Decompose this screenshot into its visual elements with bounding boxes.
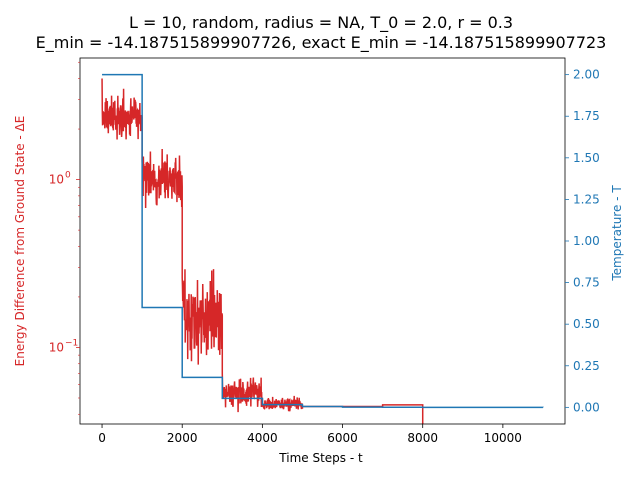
plot-frame xyxy=(79,57,566,425)
right-tick-label: 1.50 xyxy=(573,151,600,165)
right-tick-label: 0.50 xyxy=(573,317,600,331)
right-tick-label: 0.25 xyxy=(573,359,600,373)
right-tick-label: 0.75 xyxy=(573,276,600,290)
x-tick-label: 2000 xyxy=(167,431,198,445)
left-tick-label: 10 xyxy=(49,340,64,354)
left-axis-label: Energy Difference from Ground State - ΔE xyxy=(13,116,27,367)
left-tick-exponent: 0 xyxy=(65,171,71,181)
left-tick-label: 10 xyxy=(49,173,64,187)
chart-title-line2: E_min = -14.187515899907726, exact E_min… xyxy=(36,33,607,53)
right-tick-label: 1.00 xyxy=(573,234,600,248)
energy-series-line xyxy=(101,78,424,424)
x-tick-label: 6000 xyxy=(327,431,358,445)
chart-title-line1: L = 10, random, radius = NA, T_0 = 2.0, … xyxy=(129,13,513,33)
right-axis-label: Temperature - T xyxy=(610,185,624,282)
temperature-series-line xyxy=(102,73,544,409)
x-tick-label: 10000 xyxy=(484,431,522,445)
left-tick-exponent: −1 xyxy=(65,338,78,348)
x-tick-label: 4000 xyxy=(247,431,278,445)
x-axis-label: Time Steps - t xyxy=(278,451,363,465)
x-tick-label: 0 xyxy=(98,431,106,445)
right-tick-label: 1.75 xyxy=(573,109,600,123)
right-tick-label: 0.00 xyxy=(573,400,600,414)
right-tick-label: 2.00 xyxy=(573,68,600,82)
plot-area xyxy=(101,73,544,424)
right-tick-label: 1.25 xyxy=(573,192,600,206)
x-tick-label: 8000 xyxy=(407,431,438,445)
